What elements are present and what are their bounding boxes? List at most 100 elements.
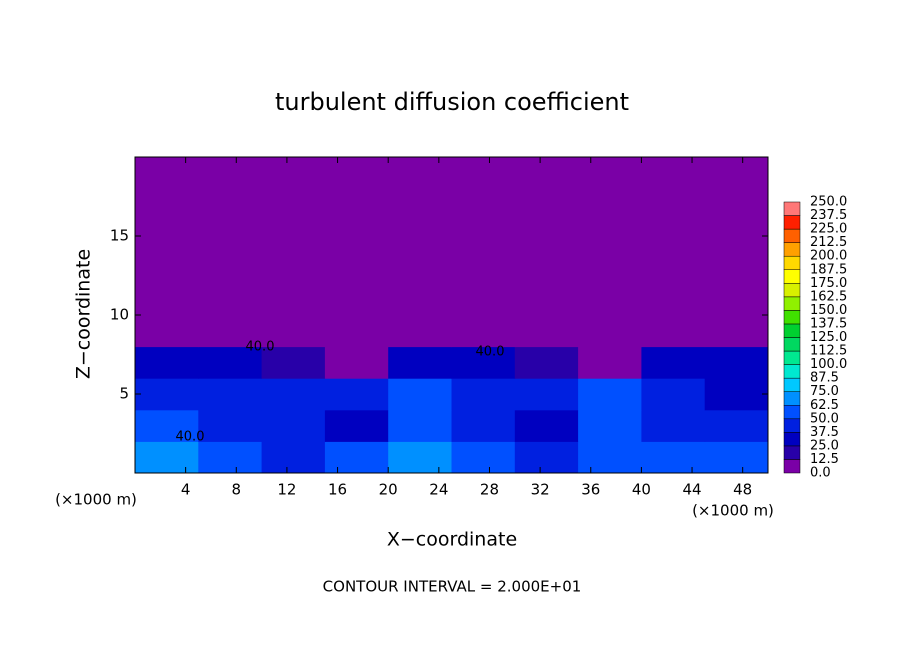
colorbar-swatch	[783, 228, 801, 243]
field-cell	[388, 157, 452, 348]
colorbar-label: 150.0	[810, 303, 847, 318]
field-cell	[261, 378, 326, 411]
field-cell	[324, 378, 389, 411]
field-cell	[578, 157, 642, 348]
field-cell	[198, 441, 263, 474]
x-tick-label: 12	[277, 481, 296, 499]
field-cell	[451, 157, 516, 348]
field-cell	[135, 378, 199, 411]
colorbar-label: 175.0	[810, 276, 847, 291]
colorbar-swatch	[783, 323, 801, 338]
field-cell	[514, 441, 579, 474]
colorbar-label: 225.0	[810, 222, 847, 237]
colorbar-swatch	[783, 350, 801, 365]
colorbar-label: 37.5	[810, 425, 839, 440]
field-cell	[641, 441, 706, 474]
x-tick-label: 36	[581, 481, 600, 499]
field-cell	[704, 441, 769, 474]
colorbar-swatch	[783, 296, 801, 311]
field-cell	[641, 378, 706, 411]
contour-note: CONTOUR INTERVAL = 2.000E+01	[323, 578, 582, 596]
field-cell	[514, 378, 579, 411]
field-cell	[704, 346, 769, 379]
field-cell	[135, 441, 199, 474]
field-cell	[324, 157, 389, 348]
field-cell	[324, 441, 389, 474]
colorbar-label: 50.0	[810, 411, 839, 426]
x-tick-label: 16	[328, 481, 347, 499]
field-cell	[198, 409, 263, 442]
field-cell	[135, 157, 199, 348]
field-cell	[514, 409, 579, 442]
field-cell	[704, 378, 769, 411]
colorbar-label: 87.5	[810, 371, 839, 386]
y-tick-label: 15	[110, 227, 129, 245]
y-tick-label: 10	[110, 306, 129, 324]
field-cell	[514, 157, 579, 348]
x-tick-label: 4	[181, 481, 191, 499]
field-cell	[641, 157, 706, 348]
colorbar-swatch	[783, 432, 801, 447]
colorbar-label: 162.5	[810, 289, 847, 304]
field-cell	[324, 409, 389, 442]
colorbar-label: 0.0	[810, 466, 831, 481]
field-cell	[388, 409, 452, 442]
colorbar-swatch	[783, 445, 801, 460]
colorbar-label: 100.0	[810, 357, 847, 372]
colorbar-swatch	[783, 377, 801, 392]
field-cell	[388, 346, 452, 379]
x-tick-label: 40	[632, 481, 651, 499]
field-cell	[135, 409, 199, 442]
field-cell	[261, 441, 326, 474]
field-cell	[451, 441, 516, 474]
colorbar-label: 112.5	[810, 344, 847, 359]
colorbar-label: 62.5	[810, 398, 839, 413]
colorbar-label: 212.5	[810, 235, 847, 250]
colorbar-swatch	[783, 269, 801, 284]
field-cell	[198, 157, 263, 348]
field-cell	[451, 346, 516, 379]
x-tick-label: 48	[733, 481, 752, 499]
colorbar-label: 200.0	[810, 249, 847, 264]
field-cell	[641, 346, 706, 379]
field-cell	[261, 157, 326, 348]
colorbar-label: 75.0	[810, 384, 839, 399]
field-cell	[261, 409, 326, 442]
contour-label: 40.0	[476, 345, 505, 360]
colorbar-swatch	[783, 242, 801, 257]
x-tick-label: 24	[429, 481, 448, 499]
colorbar-swatch	[783, 364, 801, 379]
contour-label: 40.0	[246, 340, 275, 355]
field-cell	[324, 346, 389, 379]
chart-title: turbulent diffusion coefficient	[275, 88, 629, 116]
y-tick-label: 5	[119, 385, 129, 403]
x-axis-label: X−coordinate	[387, 529, 517, 551]
colorbar-swatch	[783, 459, 801, 474]
colorbar-label: 250.0	[810, 195, 847, 210]
colorbar-label: 237.5	[810, 208, 847, 223]
colorbar-swatch	[783, 405, 801, 420]
colorbar-label: 125.0	[810, 330, 847, 345]
field-cell	[135, 346, 199, 379]
field-cell	[198, 346, 263, 379]
field-cell	[388, 441, 452, 474]
field-cell	[451, 409, 516, 442]
field-cell	[578, 378, 642, 411]
x-tick-label: 32	[531, 481, 550, 499]
field-cell	[261, 346, 326, 379]
x-tick-label: 20	[379, 481, 398, 499]
x-tick-label: 28	[480, 481, 499, 499]
field-cell	[704, 157, 769, 348]
field-cell	[388, 378, 452, 411]
colorbar-swatch	[783, 255, 801, 271]
field-cell	[641, 409, 706, 442]
colorbar-swatch	[783, 215, 801, 230]
colorbar-swatch	[783, 283, 801, 298]
colorbar-swatch	[783, 310, 801, 325]
colorbar-swatch	[783, 391, 801, 406]
colorbar-label: 12.5	[810, 452, 839, 467]
y-unit: (×1000 m)	[55, 491, 137, 509]
colorbar-label: 187.5	[810, 262, 847, 277]
colorbar-label: 25.0	[810, 438, 839, 453]
field-cell	[578, 441, 642, 474]
